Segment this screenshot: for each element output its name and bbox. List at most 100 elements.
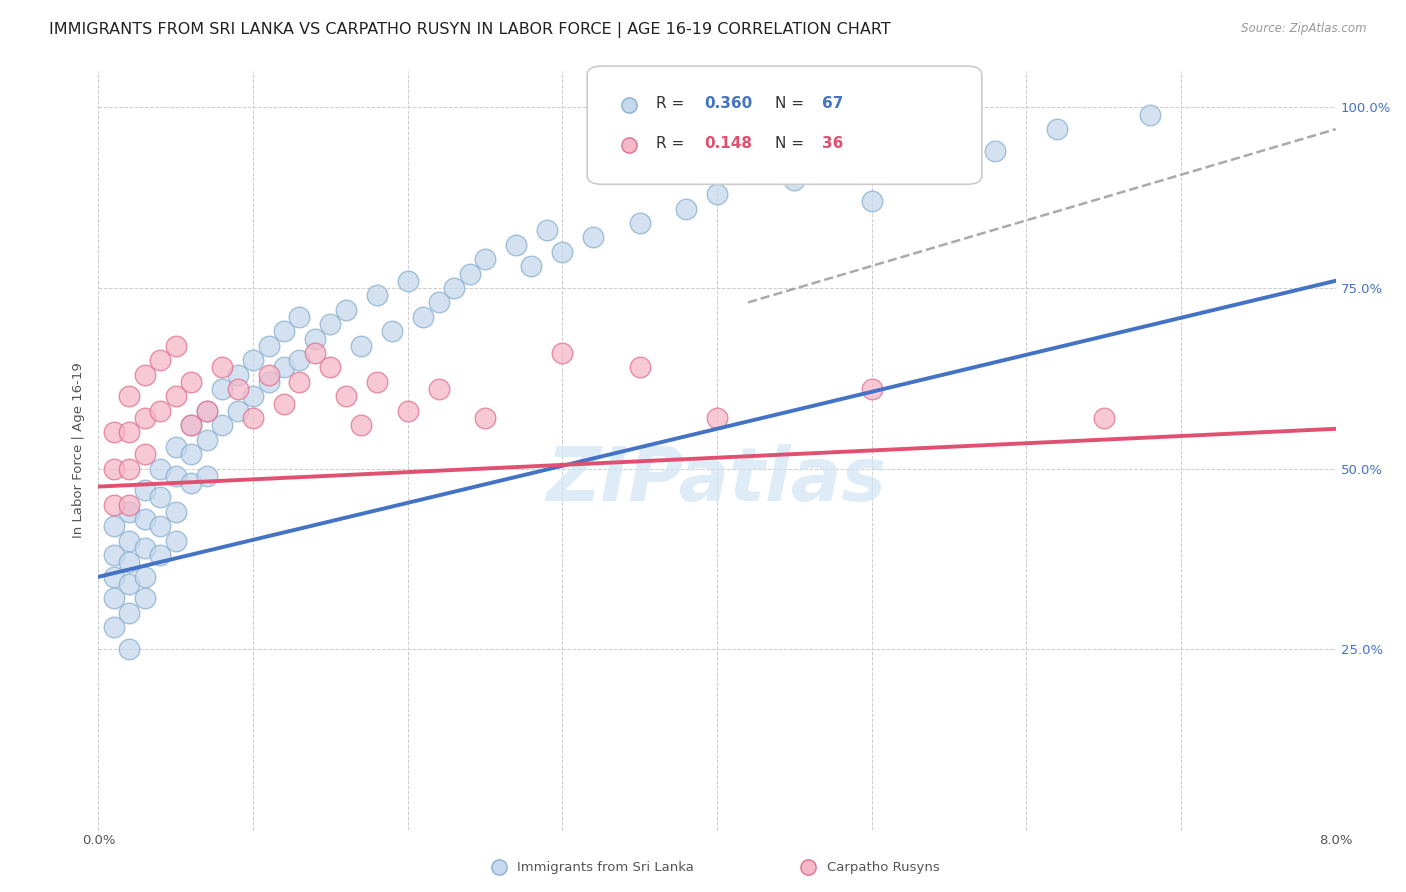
Point (551, 346, 574, 360)
Point (319, 317, 342, 331)
Text: Immigrants from Sri Lanka: Immigrants from Sri Lanka (517, 861, 695, 873)
Point (134, 591, 156, 606)
Point (118, 505, 141, 519)
Point (257, 375, 280, 389)
Point (134, 570, 156, 584)
Point (706, 411, 728, 425)
Point (103, 498, 125, 512)
Point (195, 403, 218, 417)
Point (783, 172, 806, 186)
Point (427, 295, 450, 310)
Point (165, 339, 187, 353)
Point (180, 375, 202, 389)
Point (706, 187, 728, 202)
Point (582, 230, 605, 244)
Text: 67: 67 (823, 96, 844, 112)
Point (118, 533, 141, 548)
Point (366, 288, 388, 302)
Point (257, 339, 280, 353)
Point (165, 389, 187, 403)
Point (628, 360, 651, 375)
Point (226, 403, 249, 417)
Point (226, 368, 249, 382)
Point (675, 202, 697, 216)
Point (149, 491, 172, 505)
Point (350, 339, 373, 353)
Point (165, 505, 187, 519)
Point (288, 353, 311, 368)
Point (180, 418, 202, 433)
Point (118, 642, 141, 657)
Point (165, 533, 187, 548)
Point (335, 389, 357, 403)
Point (134, 368, 156, 382)
Point (381, 324, 404, 338)
Point (118, 577, 141, 591)
Point (149, 519, 172, 533)
Point (288, 310, 311, 324)
Point (134, 483, 156, 498)
Point (211, 418, 233, 433)
Point (288, 375, 311, 389)
Point (195, 403, 218, 417)
Y-axis label: In Labor Force | Age 16-19: In Labor Force | Age 16-19 (72, 362, 86, 539)
Point (536, 223, 558, 237)
Point (195, 433, 218, 447)
Text: 0.360: 0.360 (704, 96, 754, 112)
Point (118, 498, 141, 512)
Point (103, 591, 125, 606)
Point (149, 353, 172, 368)
Point (520, 260, 543, 274)
Text: 0.148: 0.148 (704, 136, 752, 151)
Point (273, 396, 295, 410)
Point (412, 310, 434, 324)
Point (118, 606, 141, 620)
Point (103, 570, 125, 584)
Point (180, 475, 202, 490)
Point (860, 194, 883, 209)
FancyBboxPatch shape (588, 66, 981, 185)
Text: N =: N = (775, 96, 808, 112)
Point (458, 267, 481, 281)
Point (103, 461, 125, 475)
Point (257, 368, 280, 382)
Point (165, 440, 187, 454)
Text: R =: R = (657, 96, 689, 112)
Point (474, 252, 496, 266)
Point (319, 360, 342, 375)
Point (551, 244, 574, 259)
Point (984, 144, 1007, 158)
Point (242, 389, 264, 403)
Point (1092, 411, 1115, 425)
Point (149, 461, 172, 475)
Point (242, 353, 264, 368)
Point (118, 555, 141, 569)
Point (134, 411, 156, 425)
Point (304, 332, 326, 346)
Point (505, 237, 527, 252)
Text: 36: 36 (823, 136, 844, 151)
Point (1046, 122, 1069, 136)
Point (118, 389, 141, 403)
Point (195, 468, 218, 483)
Point (860, 382, 883, 396)
Point (118, 425, 141, 440)
Point (134, 447, 156, 461)
Point (350, 418, 373, 433)
Point (165, 468, 187, 483)
Point (1139, 108, 1161, 122)
Text: Source: ZipAtlas.com: Source: ZipAtlas.com (1241, 22, 1367, 36)
Point (396, 274, 419, 288)
Point (273, 324, 295, 338)
Text: IMMIGRANTS FROM SRI LANKA VS CARPATHO RUSYN IN LABOR FORCE | AGE 16-19 CORRELATI: IMMIGRANTS FROM SRI LANKA VS CARPATHO RU… (49, 22, 891, 38)
Point (443, 281, 465, 295)
Point (118, 461, 141, 475)
Point (304, 346, 326, 360)
Point (134, 512, 156, 526)
Point (335, 302, 357, 317)
Point (149, 403, 172, 417)
Text: ZIPatlas: ZIPatlas (547, 444, 887, 517)
Point (628, 216, 651, 230)
Point (474, 411, 496, 425)
Point (366, 375, 388, 389)
